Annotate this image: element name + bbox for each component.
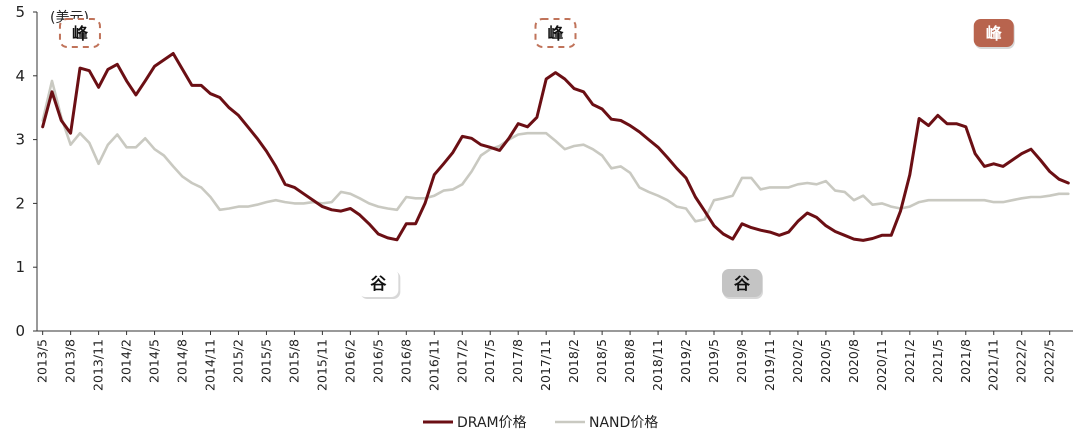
x-tick-label: 2020/8 (846, 339, 861, 383)
x-tick-label: 2016/11 (426, 339, 441, 391)
x-tick-label: 2020/11 (874, 339, 889, 391)
y-tick-labels: 0 1 2 3 4 5 (15, 3, 25, 340)
x-tick-label: 2014/2 (119, 339, 134, 383)
x-tick-label: 2016/8 (398, 339, 413, 383)
marker-label: 峰 (72, 24, 89, 43)
x-tick-label: 2020/2 (790, 339, 805, 383)
x-tick-label: 2013/5 (35, 339, 50, 383)
marker-label: 谷 (734, 274, 751, 293)
x-tick-label: 2021/5 (930, 339, 945, 383)
series-line-nand (41, 79, 1070, 223)
x-tick-label: 2016/2 (342, 339, 357, 383)
trough-marker: 谷 (358, 269, 401, 299)
x-tick-label: 2021/8 (958, 339, 973, 383)
x-tick-label: 2018/2 (566, 339, 581, 383)
x-tick-label: 2018/5 (594, 339, 609, 383)
axes (33, 11, 1073, 335)
marker-box (973, 19, 1014, 47)
x-tick-label: 2021/2 (902, 339, 917, 383)
y-tick-label: 5 (15, 3, 25, 21)
x-tick-label: 2014/5 (147, 339, 162, 383)
y-tick-label: 1 (15, 258, 25, 276)
x-tick-label: 2013/11 (91, 339, 106, 391)
x-tick-label: 2019/5 (706, 339, 721, 383)
marker-label: 峰 (986, 24, 1003, 43)
legend-label: DRAM价格 (457, 415, 527, 431)
marker-box (58, 18, 101, 48)
x-tick-label: 2015/8 (286, 339, 301, 383)
legend: DRAM价格 NAND价格 (423, 415, 658, 431)
x-tick-label: 2017/8 (510, 339, 525, 383)
legend-item-nand: NAND价格 (555, 415, 658, 431)
x-tick-label: 2022/5 (1042, 339, 1057, 383)
x-tick-label: 2015/2 (230, 339, 245, 383)
marker-label: 谷 (370, 274, 387, 293)
y-tick-label: 3 (15, 131, 25, 149)
x-tick-label: 2017/11 (538, 339, 553, 391)
x-tick-label: 2016/5 (370, 339, 385, 383)
x-tick-label: 2017/2 (454, 339, 469, 383)
x-tick-label: 2019/2 (678, 339, 693, 383)
peak-marker: 峰 (534, 18, 577, 48)
marker-label: 峰 (547, 24, 564, 43)
x-tick-label: 2018/8 (622, 339, 637, 383)
x-tick-label: 2019/8 (734, 339, 749, 383)
x-tick-label: 2020/5 (818, 339, 833, 383)
x-tick-label: 2021/11 (986, 339, 1001, 391)
x-tick-label: 2017/5 (482, 339, 497, 383)
legend-item-dram: DRAM价格 (423, 415, 527, 431)
x-tick-labels: 2013/5 2013/8 2013/11 2014/2 2014/5 2014/8 201… (35, 339, 1057, 391)
series-lines (41, 52, 1070, 242)
trough-marker: 谷 (721, 269, 763, 299)
x-tick-label: 2015/11 (314, 339, 329, 391)
x-tick-label: 2022/2 (1014, 339, 1029, 383)
x-tick-label: 2014/11 (203, 339, 218, 391)
marker-box (721, 269, 762, 297)
series-line-dram (41, 52, 1070, 242)
legend-label: NAND价格 (589, 415, 658, 431)
x-tick-label: 2015/5 (258, 339, 273, 383)
y-tick-label: 4 (15, 67, 25, 85)
peak-trough-markers: 峰谷 峰谷 峰 (58, 18, 1015, 299)
x-tick-label: 2014/8 (175, 339, 190, 383)
x-tick-label: 2018/11 (650, 339, 665, 391)
x-tick-label: 2019/11 (762, 339, 777, 391)
peak-marker: 峰 (973, 19, 1015, 49)
y-tick-label: 2 (15, 194, 25, 212)
marker-box (534, 18, 577, 48)
peak-marker: 峰 (58, 18, 101, 48)
y-tick-label: 0 (15, 322, 25, 340)
x-tick-label: 2013/8 (63, 339, 78, 383)
marker-box (358, 269, 399, 297)
